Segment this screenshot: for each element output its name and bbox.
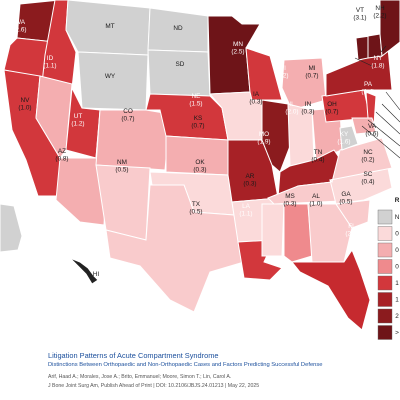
state-label-ky: KY (1.6) <box>337 131 350 146</box>
caption-journal: J Bone Joint Surg Am, Publish Ahead of P… <box>48 383 260 389</box>
legend-swatch <box>377 308 393 324</box>
state-label-wa: WA (2.6) <box>13 19 26 34</box>
caption-subtitle: Distinctions Between Orthopaedic and Non… <box>48 362 323 368</box>
caption-title: Litigation Patterns of Acute Compartment… <box>48 351 219 360</box>
state-label-ne: NE (1.5) <box>189 93 202 108</box>
state-label-fl: FL (2.0) <box>345 223 358 238</box>
legend-label: 0 <box>395 231 399 238</box>
state-label-nv: NV (1.0) <box>18 97 31 112</box>
state-label-co: CO (0.7) <box>121 108 134 123</box>
state-ms <box>261 203 285 257</box>
state-me <box>379 0 400 57</box>
legend-label: N <box>395 214 400 221</box>
state-label-ny: NY (1.8) <box>371 55 384 70</box>
legend: R N 0 0 0 1 1 2 > <box>377 197 400 340</box>
state-label-ut: UT (1.2) <box>71 113 84 128</box>
state-label-va: VA (0.6) <box>365 123 378 138</box>
legend-label: 1 <box>395 297 399 304</box>
state-al <box>283 203 313 263</box>
legend-swatch <box>377 226 393 241</box>
state-label-vt: VT (3.1) <box>353 7 366 22</box>
state-label-ia: IA (0.3) <box>249 91 262 106</box>
legend-swatch <box>377 325 393 340</box>
state-label-wi: WI (1.2) <box>275 65 288 80</box>
state-label-mn: MN (2.5) <box>231 41 244 56</box>
state-label-id: ID (1.1) <box>43 55 56 70</box>
state-label-tx: TX (0.5) <box>189 201 202 216</box>
state-label-ok: OK (0.3) <box>193 159 206 174</box>
state-mi <box>281 57 327 111</box>
state-label-sd: SD <box>176 61 185 68</box>
state-label-mt: MT <box>105 23 114 30</box>
state-nm <box>95 164 151 241</box>
legend-swatch <box>377 259 393 274</box>
state-wv <box>339 125 359 151</box>
state-ga <box>307 203 353 263</box>
state-label-in: IN (0.3) <box>301 101 314 116</box>
legend-label: 1 <box>395 280 399 287</box>
us-choropleth-map: WA (2.6) ID (1.1) NV (1.0) MT WY UT (1.2) AZ (0.8) C… <box>0 0 400 340</box>
state-label-mo: MO (1.9) <box>257 131 270 146</box>
legend-swatch <box>377 242 393 258</box>
state-label-ar: AR (0.3) <box>243 173 256 188</box>
state-label-wy: WY <box>105 73 116 80</box>
legend-swatch <box>377 275 393 291</box>
state-label-nm: NM (0.5) <box>115 159 128 174</box>
state-label-il: IL (2.0) <box>285 101 298 116</box>
state-sd <box>147 49 211 97</box>
state-label-ga: GA (0.5) <box>339 191 352 206</box>
legend-swatch <box>377 209 393 225</box>
state-label-al: AL (1.0) <box>309 193 322 208</box>
legend-label: 0 <box>395 247 399 254</box>
state-sc <box>335 199 371 229</box>
state-label-nh: NH (2.2) <box>373 5 386 20</box>
legend-label: 2 <box>395 313 399 320</box>
legend-swatch <box>377 292 393 307</box>
state-label-ks: KS (0.7) <box>191 115 204 130</box>
state-label-la: LA (1.1) <box>239 203 252 218</box>
state-wi <box>245 47 283 101</box>
state-label-sc: SC (0.4) <box>361 171 374 186</box>
state-label-mi: MI (0.7) <box>305 65 318 80</box>
state-label-hi: HI <box>93 271 100 278</box>
state-fl <box>290 248 371 331</box>
state-nv <box>35 75 73 159</box>
state-wy <box>77 51 149 111</box>
legend-label: 0 <box>395 264 399 271</box>
state-label-tn: TN (0.4) <box>311 149 324 164</box>
caption-authors: Arif, Haad A.; Morales, Jose A.; Brito, … <box>48 374 232 380</box>
state-label-nd: ND <box>173 25 183 32</box>
state-label-az: AZ (0.8) <box>55 148 68 163</box>
state-label-oh: OH (0.7) <box>325 101 338 116</box>
legend-header: R <box>395 197 400 204</box>
legend-label: > <box>395 330 399 337</box>
state-label-pa: PA (1.4) <box>361 81 374 96</box>
state-hi <box>69 257 99 285</box>
state-label-nc: NC (0.2) <box>361 149 374 164</box>
state-ak <box>0 203 23 253</box>
state-label-ms: MS (0.3) <box>283 193 296 208</box>
